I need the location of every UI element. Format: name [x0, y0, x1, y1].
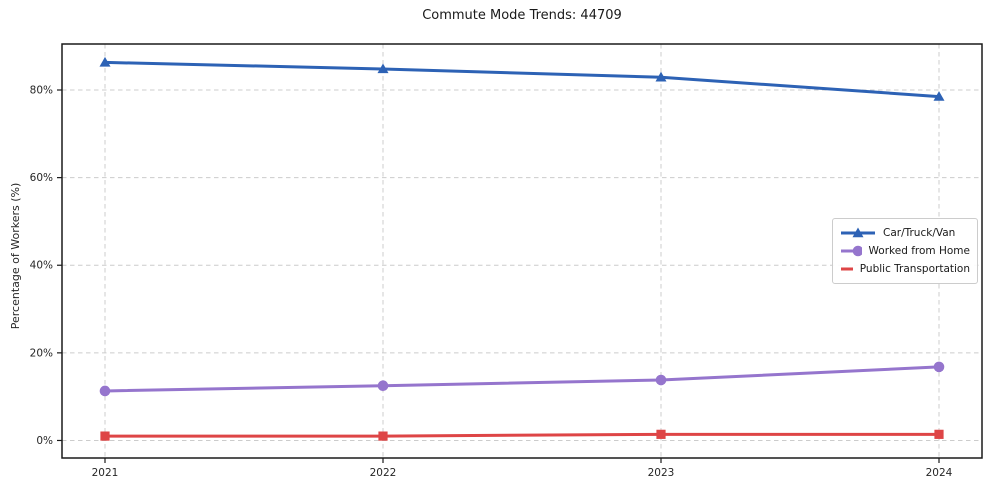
legend-label: Car/Truck/Van	[883, 227, 956, 239]
svg-text:2023: 2023	[648, 467, 675, 479]
legend-entry-worked-from-home: Worked from Home	[840, 242, 970, 260]
chart-title: Commute Mode Trends: 44709	[422, 8, 622, 23]
legend: Car/Truck/Van Worked from Home Public Tr…	[832, 218, 978, 284]
square-marker-icon	[841, 267, 853, 271]
legend-label: Public Transportation	[859, 263, 970, 275]
svg-text:20%: 20%	[30, 347, 53, 359]
legend-entry-car-truck-van: Car/Truck/Van	[840, 224, 970, 242]
svg-text:40%: 40%	[30, 260, 53, 272]
svg-text:60%: 60%	[30, 172, 53, 184]
svg-text:0%: 0%	[36, 435, 53, 447]
legend-label: Worked from Home	[868, 245, 970, 257]
svg-text:2021: 2021	[92, 467, 119, 479]
legend-entry-public-transportation: Public Transportation	[840, 260, 970, 278]
triangle-marker-icon	[841, 227, 875, 238]
circle-marker-icon	[841, 245, 862, 257]
svg-text:80%: 80%	[30, 85, 53, 97]
svg-text:2024: 2024	[926, 467, 953, 479]
svg-text:2022: 2022	[370, 467, 397, 479]
